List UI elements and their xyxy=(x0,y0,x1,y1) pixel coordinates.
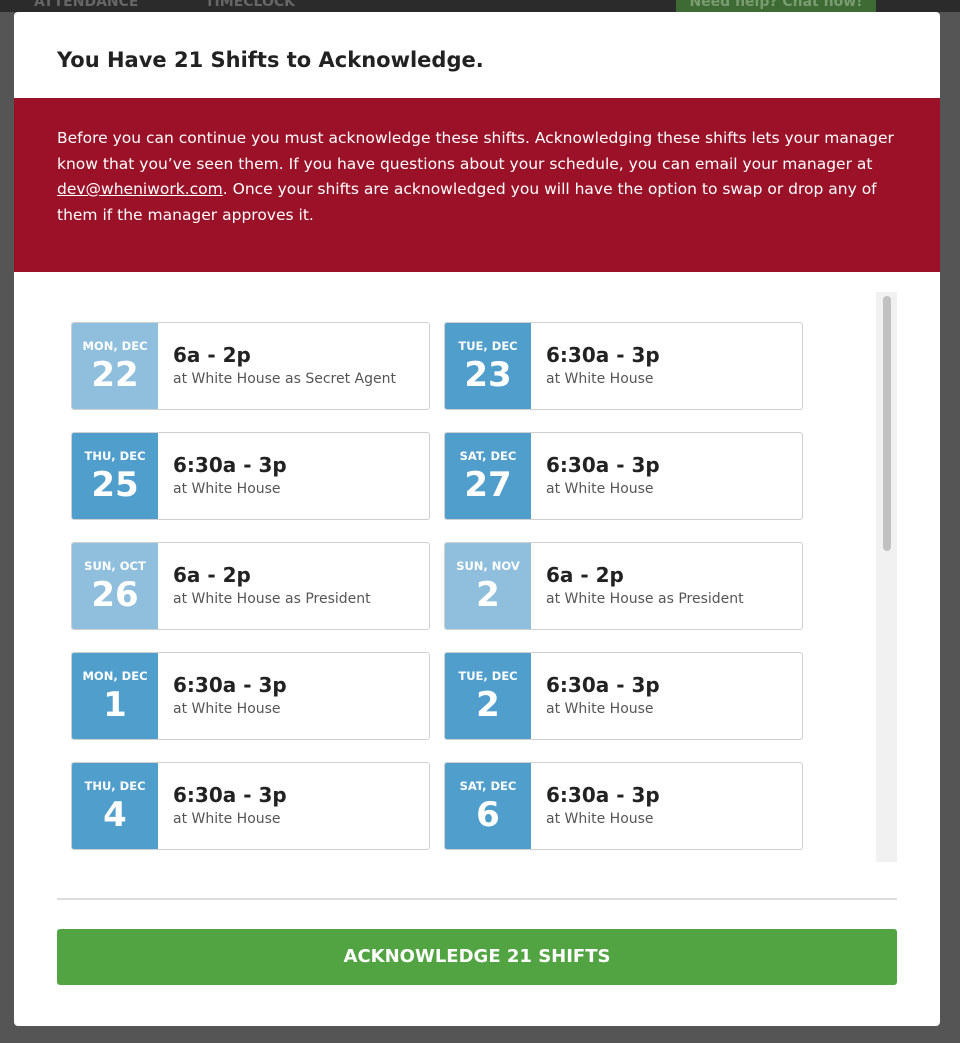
shift-time: 6:30a - 3p xyxy=(173,673,287,697)
scrollbar[interactable] xyxy=(876,292,897,862)
modal: You Have 21 Shifts to Acknowledge. Befor… xyxy=(14,12,940,1026)
shift-time: 6:30a - 3p xyxy=(546,783,660,807)
shift-day: SAT, DEC xyxy=(459,779,517,793)
shift-day: SAT, DEC xyxy=(459,449,517,463)
shift-time: 6:30a - 3p xyxy=(546,343,660,367)
shift-time: 6a - 2p xyxy=(173,563,251,587)
date-box: THU, DEC 4 xyxy=(72,763,158,849)
shift-date: 25 xyxy=(91,465,139,505)
shift-card[interactable]: TUE, DEC 2 6:30a - 3p at White House xyxy=(444,652,803,740)
acknowledge-button[interactable]: ACKNOWLEDGE 21 SHIFTS xyxy=(57,929,897,985)
date-box: SAT, DEC 6 xyxy=(445,763,531,849)
help-button[interactable]: Need help? Chat now! xyxy=(676,0,876,12)
shift-card[interactable]: SUN, OCT 26 6a - 2p at White House as Presi… xyxy=(71,542,430,630)
shift-location: at White House xyxy=(173,701,281,717)
date-box: THU, DEC 25 xyxy=(72,433,158,519)
date-box: SUN, OCT 26 xyxy=(72,543,158,629)
notice-text-part: . Once your shifts are acknowledged you … xyxy=(57,180,877,224)
nav-item[interactable]: ATTENDANCE xyxy=(34,0,139,10)
date-box: MON, DEC 22 xyxy=(72,323,158,409)
shift-location: at White House xyxy=(173,481,281,497)
shift-card[interactable]: SUN, NOV 2 6a - 2p at White House as Presid… xyxy=(444,542,803,630)
notice-text-part: Before you can continue you must acknowl… xyxy=(57,129,894,173)
shift-location: at White House as President xyxy=(546,591,744,607)
shift-card[interactable]: SAT, DEC 27 6:30a - 3p at White House xyxy=(444,432,803,520)
shift-card[interactable]: SAT, DEC 6 6:30a - 3p at White House xyxy=(444,762,803,850)
date-box: SUN, NOV 2 xyxy=(445,543,531,629)
app-topbar: ATTENDANCE TIMECLOCK Need help? Chat now… xyxy=(0,0,960,12)
date-box: MON, DEC 1 xyxy=(72,653,158,739)
shift-date: 2 xyxy=(476,685,500,725)
shift-day: SUN, OCT xyxy=(84,559,146,573)
date-box: TUE, DEC 2 xyxy=(445,653,531,739)
shift-list: MON, DEC 22 6a - 2p at White House as Secre… xyxy=(14,272,940,862)
divider xyxy=(57,898,897,900)
shift-location: at White House xyxy=(546,481,654,497)
shift-day: MON, DEC xyxy=(82,339,148,353)
shift-date: 1 xyxy=(103,685,127,725)
shift-location: at White House as President xyxy=(173,591,371,607)
shift-time: 6:30a - 3p xyxy=(173,783,287,807)
shift-date: 2 xyxy=(476,575,500,615)
shift-card[interactable]: THU, DEC 25 6:30a - 3p at White House xyxy=(71,432,430,520)
shift-date: 26 xyxy=(91,575,139,615)
shift-card[interactable]: THU, DEC 4 6:30a - 3p at White House xyxy=(71,762,430,850)
shift-time: 6a - 2p xyxy=(546,563,624,587)
shift-location: at White House xyxy=(546,811,654,827)
scrollbar-thumb[interactable] xyxy=(883,296,891,551)
shift-date: 23 xyxy=(464,355,512,395)
shift-date: 4 xyxy=(103,795,127,835)
shift-day: TUE, DEC xyxy=(458,669,518,683)
nav-item[interactable]: TIMECLOCK xyxy=(205,0,295,10)
shift-location: at White House xyxy=(546,701,654,717)
date-box: SAT, DEC 27 xyxy=(445,433,531,519)
notice-text: Before you can continue you must acknowl… xyxy=(57,126,897,228)
shift-day: THU, DEC xyxy=(84,449,146,463)
shift-location: at White House xyxy=(546,371,654,387)
shift-date: 27 xyxy=(464,465,512,505)
date-box: TUE, DEC 23 xyxy=(445,323,531,409)
shift-card[interactable]: MON, DEC 22 6a - 2p at White House as Secre… xyxy=(71,322,430,410)
shift-day: SUN, NOV xyxy=(456,559,520,573)
modal-title: You Have 21 Shifts to Acknowledge. xyxy=(57,48,484,72)
shift-location: at White House xyxy=(173,811,281,827)
shift-time: 6a - 2p xyxy=(173,343,251,367)
shift-location: at White House as Secret Agent xyxy=(173,371,396,387)
shift-card[interactable]: MON, DEC 1 6:30a - 3p at White House xyxy=(71,652,430,740)
shift-time: 6:30a - 3p xyxy=(173,453,287,477)
shift-day: MON, DEC xyxy=(82,669,148,683)
shift-time: 6:30a - 3p xyxy=(546,453,660,477)
shift-day: THU, DEC xyxy=(84,779,146,793)
notice-banner: Before you can continue you must acknowl… xyxy=(14,98,940,272)
shift-time: 6:30a - 3p xyxy=(546,673,660,697)
email-link[interactable]: dev@wheniwork.com xyxy=(57,180,223,198)
shift-date: 22 xyxy=(91,355,139,395)
shift-date: 6 xyxy=(476,795,500,835)
shift-day: TUE, DEC xyxy=(458,339,518,353)
shift-card[interactable]: TUE, DEC 23 6:30a - 3p at White House xyxy=(444,322,803,410)
